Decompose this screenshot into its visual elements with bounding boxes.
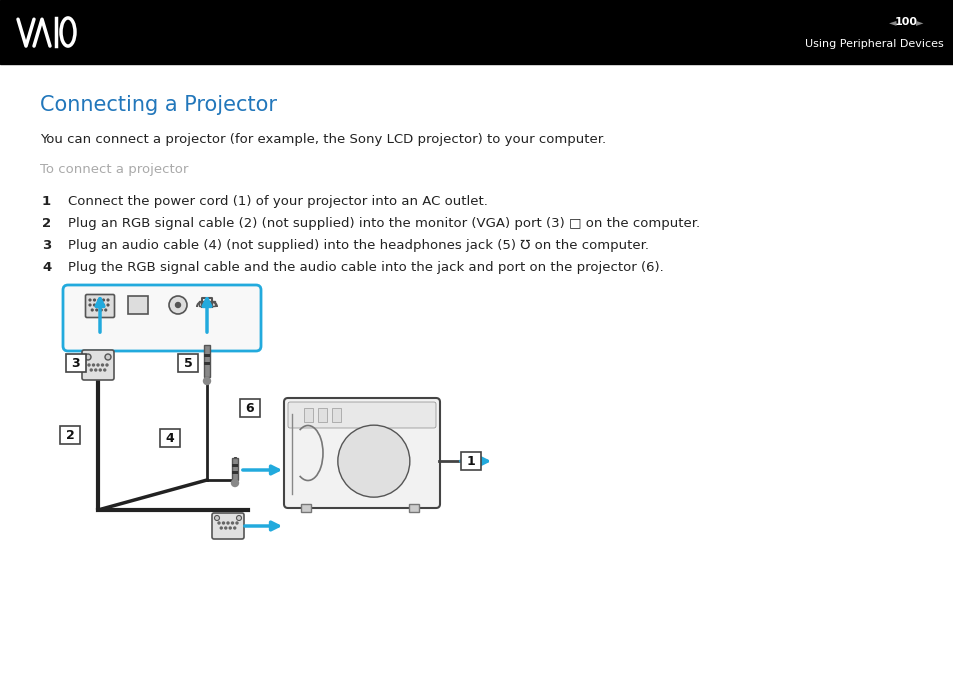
Bar: [209, 301, 214, 306]
Circle shape: [85, 354, 91, 360]
Circle shape: [91, 369, 92, 371]
Circle shape: [233, 527, 235, 529]
Bar: [204, 362, 210, 365]
Text: Using Peripheral Devices: Using Peripheral Devices: [804, 38, 943, 49]
Circle shape: [354, 441, 394, 481]
Circle shape: [105, 354, 111, 360]
Circle shape: [91, 309, 93, 311]
Circle shape: [229, 527, 231, 529]
Text: 2: 2: [42, 217, 51, 230]
FancyBboxPatch shape: [60, 426, 80, 444]
Circle shape: [235, 522, 237, 524]
Text: 3: 3: [71, 357, 80, 370]
FancyBboxPatch shape: [284, 398, 439, 508]
Circle shape: [225, 527, 227, 529]
Circle shape: [105, 309, 107, 311]
Circle shape: [175, 303, 180, 307]
Bar: [210, 302, 213, 308]
Circle shape: [103, 299, 104, 301]
Bar: [200, 302, 204, 308]
Circle shape: [101, 364, 103, 366]
Circle shape: [99, 369, 101, 371]
Text: 4: 4: [42, 261, 51, 274]
Circle shape: [104, 369, 106, 371]
Text: 4: 4: [166, 432, 174, 445]
FancyBboxPatch shape: [178, 354, 198, 372]
Circle shape: [106, 364, 108, 366]
Bar: [232, 458, 237, 480]
Text: Plug an audio cable (4) (not supplied) into the headphones jack (5) ℧ on the com: Plug an audio cable (4) (not supplied) i…: [68, 239, 648, 252]
Bar: [232, 471, 237, 474]
Text: 6: 6: [246, 402, 254, 415]
FancyBboxPatch shape: [82, 350, 113, 380]
Circle shape: [89, 299, 91, 301]
FancyBboxPatch shape: [63, 285, 261, 351]
Bar: [128, 296, 148, 314]
Circle shape: [222, 522, 224, 524]
Circle shape: [107, 304, 109, 306]
Circle shape: [94, 369, 96, 371]
Circle shape: [107, 299, 109, 301]
Text: ◄: ◄: [888, 18, 896, 28]
Circle shape: [232, 522, 233, 524]
Circle shape: [93, 304, 95, 306]
Circle shape: [367, 454, 380, 468]
Bar: [409, 504, 418, 512]
Bar: [204, 354, 210, 357]
FancyBboxPatch shape: [460, 452, 480, 470]
Circle shape: [220, 527, 222, 529]
Text: Plug an RGB signal cable (2) (not supplied) into the monitor (VGA) port (3) □ on: Plug an RGB signal cable (2) (not suppli…: [68, 217, 700, 230]
Text: 5: 5: [183, 357, 193, 370]
Circle shape: [227, 522, 229, 524]
Text: Connecting a Projector: Connecting a Projector: [40, 95, 276, 115]
Circle shape: [88, 364, 90, 366]
Text: 100: 100: [894, 18, 917, 28]
Text: ►: ►: [915, 18, 923, 28]
Text: Plug the RGB signal cable and the audio cable into the jack and port on the proj: Plug the RGB signal cable and the audio …: [68, 261, 663, 274]
Bar: [232, 464, 237, 467]
Circle shape: [203, 377, 211, 384]
Bar: [317, 408, 327, 422]
Circle shape: [95, 309, 97, 311]
FancyBboxPatch shape: [240, 399, 260, 417]
Circle shape: [98, 299, 100, 301]
Circle shape: [97, 364, 99, 366]
Circle shape: [169, 296, 187, 314]
Circle shape: [98, 304, 100, 306]
Text: 2: 2: [66, 429, 74, 442]
Circle shape: [100, 309, 102, 311]
Circle shape: [93, 299, 95, 301]
Bar: [199, 301, 205, 306]
Bar: [301, 504, 311, 512]
FancyBboxPatch shape: [66, 354, 86, 372]
Circle shape: [92, 364, 94, 366]
Circle shape: [337, 425, 410, 497]
Circle shape: [218, 522, 220, 524]
Bar: [0, 0, 953, 64]
Bar: [204, 345, 210, 377]
Text: 1: 1: [42, 195, 51, 208]
Circle shape: [214, 516, 219, 520]
Circle shape: [346, 433, 401, 489]
Text: Connect the power cord (1) of your projector into an AC outlet.: Connect the power cord (1) of your proje…: [68, 195, 487, 208]
Bar: [332, 408, 340, 422]
Circle shape: [103, 304, 104, 306]
FancyBboxPatch shape: [212, 513, 244, 539]
Bar: [304, 408, 313, 422]
Text: To connect a projector: To connect a projector: [40, 163, 188, 176]
Circle shape: [89, 304, 91, 306]
Circle shape: [232, 479, 238, 487]
Text: 1: 1: [466, 455, 475, 468]
Circle shape: [236, 516, 241, 520]
Circle shape: [360, 448, 386, 474]
FancyBboxPatch shape: [288, 402, 436, 428]
FancyBboxPatch shape: [160, 429, 180, 447]
Text: You can connect a projector (for example, the Sony LCD projector) to your comput: You can connect a projector (for example…: [40, 133, 605, 146]
FancyBboxPatch shape: [86, 295, 114, 317]
Text: 3: 3: [42, 239, 51, 252]
